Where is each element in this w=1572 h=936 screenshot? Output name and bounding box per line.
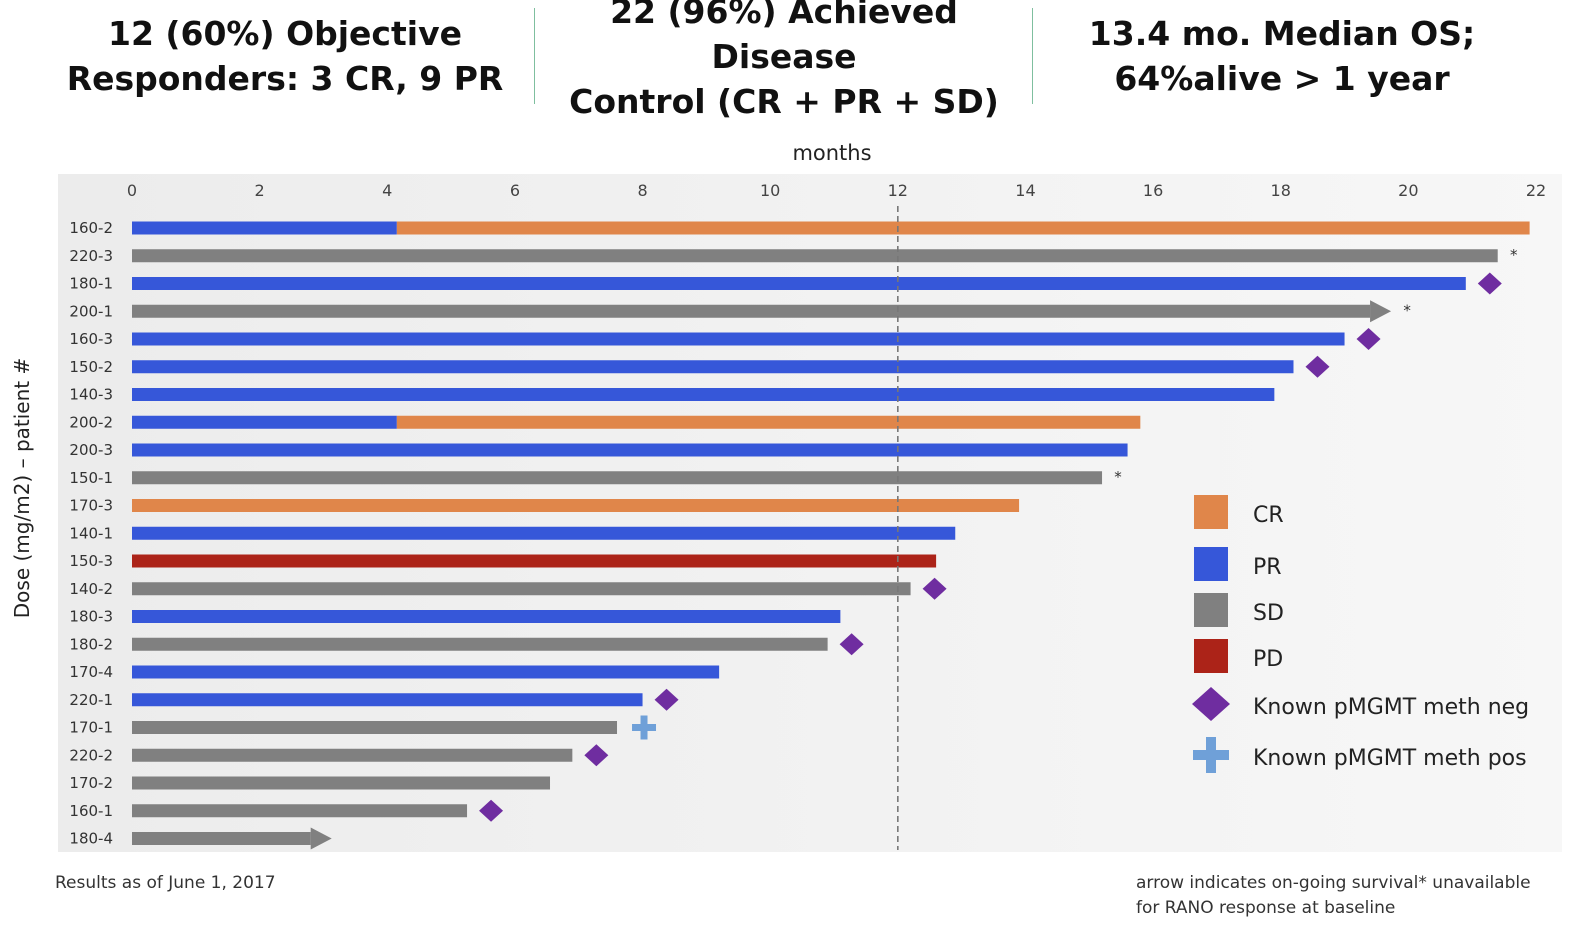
y-axis-label: Dose (mg/m2) – patient # bbox=[10, 358, 34, 618]
pmgmt-neg-diamond bbox=[1477, 272, 1502, 295]
patient-label: 200-3 bbox=[69, 441, 113, 459]
bar-segment-pr bbox=[132, 443, 1128, 457]
patient-label: 220-3 bbox=[69, 247, 113, 265]
bar-segment-pr bbox=[132, 526, 956, 540]
patient-label: 170-1 bbox=[69, 719, 113, 737]
patient-label: 170-2 bbox=[69, 774, 113, 792]
bar-segment-pr bbox=[132, 388, 1275, 401]
legend-swatch-pd bbox=[1194, 639, 1228, 673]
pmgmt-neg-diamond bbox=[1305, 355, 1330, 378]
x-axis-label: months bbox=[792, 141, 871, 165]
disease-control-stat: 22 (96%) Achieved Disease Control (CR + … bbox=[569, 0, 999, 121]
bar-segment-sd bbox=[132, 804, 468, 818]
patient-label: 180-4 bbox=[69, 830, 113, 848]
bar-segment-sd bbox=[132, 776, 551, 790]
x-tick-label: 8 bbox=[637, 181, 647, 200]
pmgmt-neg-diamond bbox=[584, 744, 609, 767]
median-os-stat: 13.4 mo. Median OS; 64%alive > 1 year bbox=[1088, 14, 1476, 98]
bar-segment-sd bbox=[132, 748, 573, 762]
bar-segment-cr bbox=[132, 499, 1020, 512]
patient-label: 200-2 bbox=[69, 413, 113, 431]
x-tick-label: 20 bbox=[1398, 181, 1418, 200]
patient-label: 180-2 bbox=[69, 635, 113, 653]
bar-segment-pr bbox=[132, 332, 1345, 346]
bar-segment-sd bbox=[132, 471, 1103, 485]
bar-segment-sd bbox=[132, 304, 1371, 318]
rano-asterisk: * bbox=[1510, 246, 1518, 264]
objective-responders-stat: 12 (60%) Objective Responders: 3 CR, 9 P… bbox=[66, 14, 504, 98]
legend-label: Known pMGMT meth neg bbox=[1253, 695, 1529, 720]
legend-swatch-sd bbox=[1194, 593, 1228, 627]
bar-segment-sd bbox=[132, 582, 911, 596]
ongoing-arrow bbox=[1370, 300, 1392, 323]
patient-label: 170-3 bbox=[69, 497, 113, 515]
x-tick-label: 6 bbox=[510, 181, 520, 200]
bar-segment-pr bbox=[132, 610, 841, 623]
bar-segment-sd bbox=[132, 721, 618, 734]
patient-label: 160-2 bbox=[69, 219, 113, 237]
bar-segment-pr bbox=[132, 277, 1466, 290]
patient-label: 220-2 bbox=[69, 746, 113, 764]
x-tick-label: 18 bbox=[1271, 181, 1291, 200]
pmgmt-neg-diamond bbox=[479, 799, 504, 822]
x-tick-label: 4 bbox=[382, 181, 392, 200]
x-tick-label: 12 bbox=[888, 181, 908, 200]
patient-label: 180-3 bbox=[69, 608, 113, 626]
legend-diamond-icon bbox=[1192, 687, 1230, 721]
bar-segment-pr bbox=[132, 415, 397, 429]
patient-label: 140-2 bbox=[69, 580, 113, 598]
patient-label: 170-4 bbox=[69, 663, 113, 681]
patient-label: 180-1 bbox=[69, 275, 113, 293]
bar-segment-cr bbox=[396, 221, 1530, 235]
summary-header: 12 (60%) Objective Responders: 3 CR, 9 P… bbox=[35, 0, 1565, 121]
legend-label: PD bbox=[1253, 647, 1283, 672]
x-tick-label: 16 bbox=[1143, 181, 1163, 200]
legend-swatch-cr bbox=[1194, 495, 1228, 529]
bar-segment-pr bbox=[132, 221, 397, 235]
legend-label: SD bbox=[1253, 601, 1284, 626]
x-tick-label: 0 bbox=[127, 181, 137, 200]
legend-label: CR bbox=[1253, 503, 1284, 528]
rano-asterisk: * bbox=[1114, 468, 1122, 486]
x-tick-label: 22 bbox=[1526, 181, 1546, 200]
pmgmt-neg-diamond bbox=[922, 577, 947, 600]
legend-label: Known pMGMT meth pos bbox=[1253, 746, 1527, 771]
x-tick-label: 2 bbox=[255, 181, 265, 200]
patient-label: 220-1 bbox=[69, 691, 113, 709]
legend-swatch-pr bbox=[1194, 547, 1228, 581]
results-date-note: Results as of June 1, 2017 bbox=[55, 873, 276, 893]
bar-segment-pr bbox=[132, 693, 643, 707]
patient-label: 140-3 bbox=[69, 386, 113, 404]
bar-segment-sd bbox=[132, 249, 1498, 263]
swimmer-chart: months 0 2 4 6 8 10 12 14 16 18 20 22 Dose (mg/m2) – … bbox=[10, 141, 1562, 852]
rano-asterisk: * bbox=[1403, 301, 1411, 319]
patient-label: 200-1 bbox=[69, 302, 113, 320]
pmgmt-neg-diamond bbox=[839, 633, 864, 656]
patient-label: 160-3 bbox=[69, 330, 113, 348]
bar-segment-cr bbox=[396, 415, 1141, 429]
patient-label: 150-2 bbox=[69, 358, 113, 376]
pmgmt-neg-diamond bbox=[1356, 328, 1381, 350]
patient-label: 160-1 bbox=[69, 802, 113, 820]
bar-segment-pd bbox=[132, 554, 937, 568]
legend-plus-icon bbox=[1206, 737, 1216, 773]
ongoing-arrow bbox=[310, 827, 332, 850]
bar-segment-pr bbox=[132, 665, 720, 679]
header-divider bbox=[1032, 8, 1033, 104]
patient-label: 150-1 bbox=[69, 469, 113, 487]
x-tick-label: 10 bbox=[760, 181, 780, 200]
legend-label: PR bbox=[1253, 555, 1282, 580]
bar-segment-sd bbox=[132, 637, 828, 651]
pmgmt-neg-diamond bbox=[654, 688, 679, 711]
x-tick-label: 14 bbox=[1015, 181, 1035, 200]
bar-segment-sd bbox=[132, 832, 311, 845]
header-divider bbox=[534, 8, 535, 104]
bar-segment-pr bbox=[132, 360, 1294, 374]
arrow-asterisk-note: arrow indicates on-going survival* unava… bbox=[1136, 873, 1531, 918]
patient-label: 150-3 bbox=[69, 552, 113, 570]
patient-label: 140-1 bbox=[69, 524, 113, 542]
pmgmt-pos-plus bbox=[640, 715, 648, 740]
